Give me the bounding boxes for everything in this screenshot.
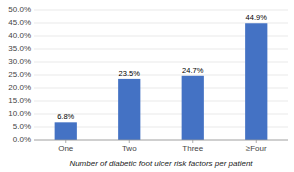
y-tick-label: 5.0%: [13, 122, 31, 131]
y-tick-label: 30.0%: [8, 57, 31, 66]
y-tick-label: 25.0%: [8, 70, 31, 79]
grid-line: [34, 10, 288, 11]
y-tick-label: 20.0%: [8, 83, 31, 92]
data-labels: 6.8% 23.5% 24.7% 44.9%: [57, 13, 267, 121]
data-label: 44.9%: [246, 13, 268, 22]
grid-line: [34, 140, 288, 141]
y-tick-label: 0.0%: [13, 135, 31, 144]
bar: [182, 76, 204, 140]
y-tick-label: 15.0%: [8, 96, 31, 105]
chart: 0.0% 5.0% 10.0% 15.0% 20.0% 25.0% 30.0% 35.0% 40…: [0, 0, 294, 172]
bar: [118, 79, 140, 140]
y-axis: 0.0% 5.0% 10.0% 15.0% 20.0% 25.0% 30.0% 35.0% 40…: [8, 5, 288, 144]
data-label: 6.8%: [57, 112, 74, 121]
data-label: 24.7%: [182, 66, 204, 75]
y-tick-label: 35.0%: [8, 44, 31, 53]
x-tick: [129, 140, 130, 143]
x-tick: [192, 140, 193, 143]
x-tick: [65, 140, 66, 143]
y-tick-label: 50.0%: [8, 5, 31, 14]
page: {"chart_data": {"type": "bar", "categori…: [0, 0, 294, 172]
bar: [55, 122, 77, 140]
x-tick: [256, 140, 257, 143]
y-tick-label: 45.0%: [8, 18, 31, 27]
x-tick-label: Two: [122, 144, 137, 153]
data-label: 23.5%: [119, 69, 141, 78]
x-tick-label: One: [58, 144, 74, 153]
x-axis-line: [34, 140, 288, 141]
x-tick-label: ≥Four: [246, 144, 267, 153]
y-tick-label: 10.0%: [8, 109, 31, 118]
x-tick-label: Three: [182, 144, 203, 153]
bars: [55, 23, 268, 140]
x-axis: One Two Three ≥Four: [58, 140, 267, 153]
bar: [245, 23, 267, 140]
x-axis-label: Number of diabetic foot ulcer risk facto…: [69, 159, 253, 168]
y-tick-label: 40.0%: [8, 31, 31, 40]
chart-container: 0.0% 5.0% 10.0% 15.0% 20.0% 25.0% 30.0% 35.0% 40…: [0, 0, 294, 172]
